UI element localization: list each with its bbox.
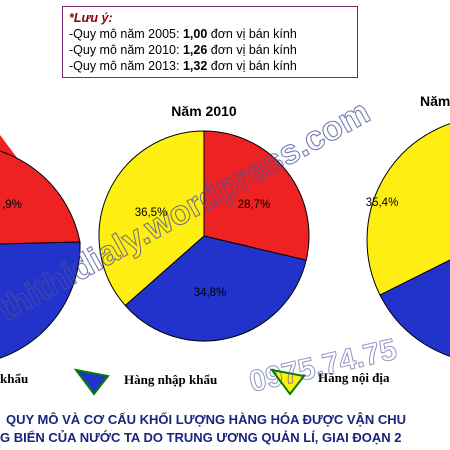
slice-2005-import — [0, 241, 81, 359]
legend-label-export: khẩu — [0, 371, 28, 386]
legend-label-import: Hàng nhập khẩu — [124, 372, 217, 387]
slice-2005-export-arc — [0, 150, 81, 245]
slice-2013-import — [379, 259, 450, 357]
legend-swatch-import — [73, 368, 110, 396]
note-line-2010: -Quy mô năm 2010: 1,26 đơn vị bán kính — [69, 43, 297, 57]
legend-label-domestic: Hàng nội địa — [318, 370, 390, 385]
slice-2010-import — [124, 235, 307, 342]
note-title: *Lưu ý: — [69, 11, 113, 25]
slice-2013-domestic — [366, 123, 450, 296]
title-2010: Năm 2010 — [171, 103, 237, 119]
pie-2013: 35,4% — [366, 123, 450, 357]
note-line-2005: -Quy mô năm 2005: 1,00 đơn vị bán kính — [69, 27, 297, 41]
title-2013: Năm — [420, 93, 450, 109]
legend: khẩu Hàng nhập khẩu Hàng nội địa — [0, 368, 390, 396]
pie-2010 — [98, 130, 310, 342]
caption-line-1: QUY MÔ VÀ CƠ CẤU KHỐI LƯỢNG HÀNG HÓA ĐƯỢ… — [6, 412, 407, 427]
slice-2010-domestic — [98, 130, 205, 307]
caption-line-2: G BIỂN CỦA NƯỚC TA DO TRUNG ƯƠNG QUẢN LÍ… — [0, 430, 402, 445]
note-line-2013: -Quy mô năm 2013: 1,32 đơn vị bán kính — [69, 59, 297, 73]
slice-label-2013-domestic: 35,4% — [366, 197, 399, 209]
note-box: *Lưu ý: -Quy mô năm 2005: 1,00 đơn vị bá… — [62, 6, 358, 78]
pie-2005: ,9% — [0, 135, 81, 359]
slice-2010-export — [203, 130, 310, 261]
slice-label-2010-domestic: 36,5% — [135, 207, 168, 219]
legend-swatch-domestic — [269, 368, 306, 396]
slice-label-2005-export: ,9% — [2, 199, 22, 211]
slice-label-2010-export: 28,7% — [238, 199, 271, 211]
slice-label-2010-import: 34,8% — [194, 287, 227, 299]
